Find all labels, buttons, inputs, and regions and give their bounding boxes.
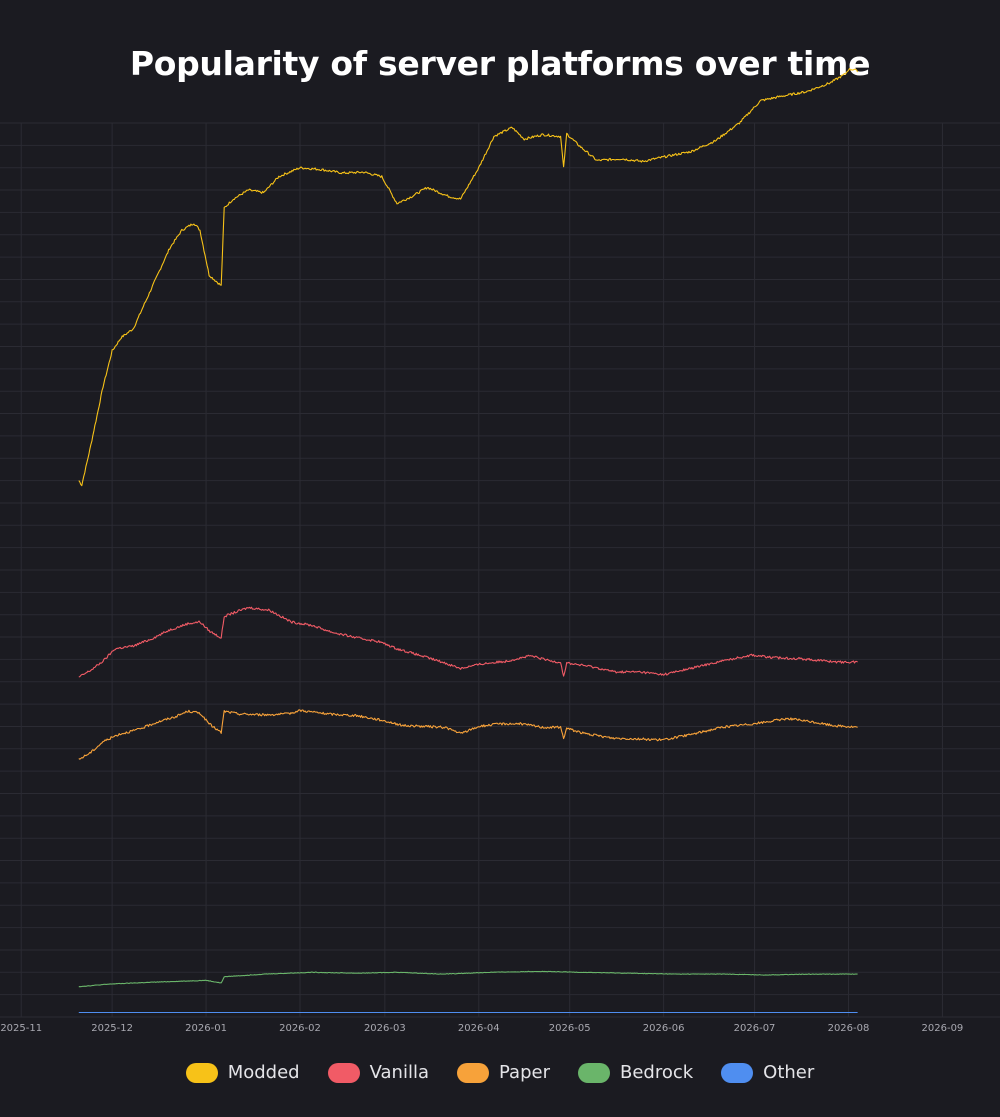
x-tick-label: 2026-02 xyxy=(279,1023,321,1034)
legend-item-bedrock[interactable]: Bedrock xyxy=(577,1062,694,1083)
x-tick-label: 2025-11 xyxy=(0,1023,42,1034)
legend-swatch xyxy=(457,1062,489,1083)
series-line-vanilla xyxy=(78,606,858,678)
legend-item-vanilla[interactable]: Vanilla xyxy=(327,1062,429,1083)
legend-swatch xyxy=(327,1062,360,1083)
series-line-bedrock xyxy=(78,970,858,988)
x-tick-label: 2025-12 xyxy=(91,1023,133,1034)
x-tick-label: 2026-06 xyxy=(643,1023,685,1034)
x-tick-label: 2026-05 xyxy=(549,1023,591,1034)
series-line-paper xyxy=(78,709,858,760)
legend-label: Vanilla xyxy=(369,1062,429,1083)
legend: Modded Vanilla Paper Bedrock Other xyxy=(0,1062,1000,1083)
legend-label: Modded xyxy=(227,1062,300,1083)
legend-label: Bedrock xyxy=(619,1062,694,1083)
x-tick-label: 2026-09 xyxy=(922,1023,964,1034)
legend-swatch xyxy=(577,1062,610,1083)
legend-item-other[interactable]: Other xyxy=(721,1062,814,1083)
series-lines xyxy=(78,67,859,1014)
legend-label: Other xyxy=(763,1062,815,1083)
legend-swatch xyxy=(721,1062,754,1083)
x-axis-ticks: 2025-11 2025-12 2026-01 2026-02 2026-03 2026-… xyxy=(0,1023,963,1034)
x-tick-label: 2026-04 xyxy=(458,1023,500,1034)
chart-title: Popularity of server platforms over time xyxy=(129,44,871,83)
x-tick-label: 2026-03 xyxy=(364,1023,406,1034)
grid xyxy=(0,122,1000,1018)
x-tick-label: 2026-07 xyxy=(734,1023,776,1034)
legend-item-paper[interactable]: Paper xyxy=(457,1062,550,1083)
legend-item-modded[interactable]: Modded xyxy=(185,1062,300,1083)
legend-swatch xyxy=(185,1062,218,1083)
x-tick-label: 2026-01 xyxy=(185,1023,227,1034)
series-line-modded xyxy=(78,67,859,487)
legend-label: Paper xyxy=(499,1062,550,1083)
x-tick-label: 2026-08 xyxy=(828,1023,870,1034)
